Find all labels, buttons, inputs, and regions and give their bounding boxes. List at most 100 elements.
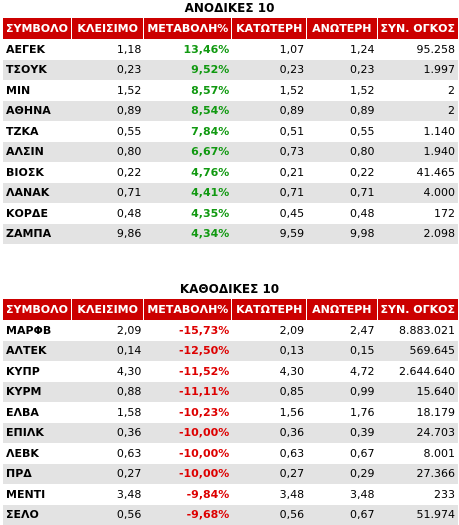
low-cell: 0,71 [232,183,307,204]
volume-cell: 2 [378,101,458,122]
close-cell: 0,89 [72,101,144,122]
change-pct-cell: 4,41% [144,183,232,204]
change-pct-cell: -12,50% [144,341,232,362]
close-cell: 0,27 [72,464,144,485]
header-close: ΚΛΕΙΣΙΜΟ [72,299,144,320]
close-cell: 0,23 [72,60,144,81]
symbol-cell: ΕΠΙΛΚ [3,423,72,444]
change-pct-cell: 4,34% [144,224,232,245]
low-cell: 2,09 [232,320,307,341]
volume-cell: 27.366 [378,464,458,485]
volume-cell: 172 [378,203,458,224]
header-volume: ΣΥΝ. ΟΓΚΟΣ [378,299,458,320]
header-low: ΚΑΤΩΤΕΡΗ [232,299,307,320]
volume-cell: 2.098 [378,224,458,245]
low-cell: 0,45 [232,203,307,224]
header-high: ΑΝΩΤΕΡΗ [307,299,377,320]
volume-cell: 51.974 [378,505,458,525]
low-cell: 0,23 [232,60,307,81]
volume-cell: 8.001 [378,443,458,464]
header-volume: ΣΥΝ. ΟΓΚΟΣ [378,18,458,39]
volume-cell: 1.997 [378,60,458,81]
low-cell: 0,51 [232,121,307,142]
gainers-header-row: ΣΥΜΒΟΛΟ ΚΛΕΙΣΙΜΟ ΜΕΤΑΒΟΛΗ% ΚΑΤΩΤΕΡΗ ΑΝΩΤ… [3,18,458,39]
symbol-cell: ΑΛΤΕΚ [3,341,72,362]
high-cell: 1,24 [307,39,377,60]
volume-cell: 18.179 [378,402,458,423]
high-cell: 0,29 [307,464,377,485]
header-symbol: ΣΥΜΒΟΛΟ [3,299,72,320]
volume-cell: 95.258 [378,39,458,60]
low-cell: 9,59 [232,224,307,245]
symbol-cell: ΚΥΠΡ [3,361,72,382]
high-cell: 0,55 [307,121,377,142]
high-cell: 3,48 [307,484,377,505]
low-cell: 0,85 [232,382,307,403]
low-cell: 1,52 [232,80,307,101]
close-cell: 0,36 [72,423,144,444]
close-cell: 0,55 [72,121,144,142]
volume-cell: 1.140 [378,121,458,142]
volume-cell: 8.883.021 [378,320,458,341]
close-cell: 1,58 [72,402,144,423]
volume-cell: 41.465 [378,162,458,183]
high-cell: 2,47 [307,320,377,341]
volume-cell: 2 [378,80,458,101]
volume-cell: 233 [378,484,458,505]
symbol-cell: ΑΛΣΙΝ [3,142,72,163]
low-cell: 1,07 [232,39,307,60]
close-cell: 9,86 [72,224,144,245]
high-cell: 0,48 [307,203,377,224]
high-cell: 0,39 [307,423,377,444]
low-cell: 4,30 [232,361,307,382]
low-cell: 0,73 [232,142,307,163]
header-close: ΚΛΕΙΣΙΜΟ [72,18,144,39]
low-cell: 3,48 [232,484,307,505]
symbol-cell: ΒΙΟΣΚ [3,162,72,183]
gainers-title: ΑΝΟΔΙΚΕΣ 10 [0,0,459,16]
high-cell: 0,23 [307,60,377,81]
low-cell: 0,21 [232,162,307,183]
close-cell: 0,88 [72,382,144,403]
close-cell: 0,63 [72,443,144,464]
symbol-cell: ΤΖΚΑ [3,121,72,142]
change-pct-cell: -11,11% [144,382,232,403]
low-cell: 0,36 [232,423,307,444]
low-cell: 0,56 [232,505,307,525]
symbol-cell: ΕΛΒΑ [3,402,72,423]
close-cell: 0,71 [72,183,144,204]
change-pct-cell: 8,54% [144,101,232,122]
symbol-cell: ΖΑΜΠΑ [3,224,72,245]
change-pct-cell: -9,68% [144,505,232,525]
change-pct-cell: 4,35% [144,203,232,224]
high-cell: 9,98 [307,224,377,245]
header-high: ΑΝΩΤΕΡΗ [307,18,377,39]
high-cell: 1,76 [307,402,377,423]
header-change-pct: ΜΕΤΑΒΟΛΗ% [144,299,232,320]
close-cell: 0,22 [72,162,144,183]
symbol-cell: ΠΡΔ [3,464,72,485]
low-cell: 0,13 [232,341,307,362]
low-cell: 1,56 [232,402,307,423]
symbol-cell: ΑΕΓΕΚ [3,39,72,60]
symbol-cell: ΜΑΡΦΒ [3,320,72,341]
close-cell: 4,30 [72,361,144,382]
close-cell: 0,48 [72,203,144,224]
losers-table: ΣΥΜΒΟΛΟ ΚΛΕΙΣΙΜΟ ΜΕΤΑΒΟΛΗ% ΚΑΤΩΤΕΡΗ ΑΝΩΤ… [3,299,458,525]
high-cell: 0,89 [307,101,377,122]
